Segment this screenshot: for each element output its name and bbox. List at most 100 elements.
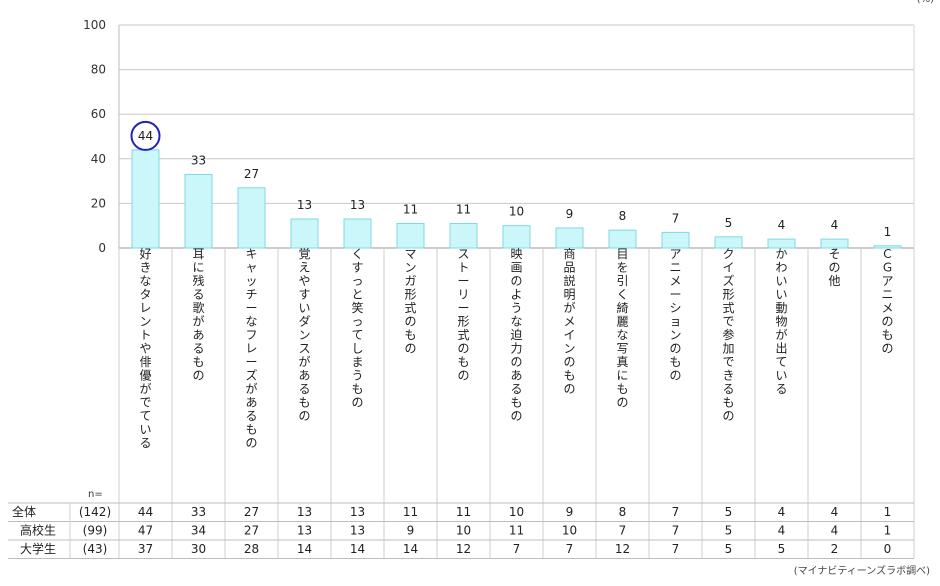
table-cell: 14 xyxy=(350,542,365,556)
bar xyxy=(767,238,796,249)
y-tick-label: 80 xyxy=(91,63,106,77)
table-cell: 4 xyxy=(778,505,786,519)
bar-value-label: 27 xyxy=(244,167,259,181)
table-cell: 7 xyxy=(619,524,627,538)
table-cell: 7 xyxy=(672,505,680,519)
bar-value-label: 5 xyxy=(725,216,733,230)
table-cell: 1 xyxy=(884,505,892,519)
bar-value-label: 10 xyxy=(509,205,524,219)
table-group-label: 大学生 xyxy=(20,541,56,556)
category-label: アニメーションのもの xyxy=(669,247,681,383)
category-label: 覚えやすいダンスがあるもの xyxy=(298,247,310,423)
bar xyxy=(661,231,690,249)
table-cell: 14 xyxy=(297,542,312,556)
bar xyxy=(343,218,372,249)
table-cell: 10 xyxy=(562,524,577,538)
table-group-label: 全体 xyxy=(12,504,36,519)
table-cell: 9 xyxy=(566,505,574,519)
category-label: 商品説明がメインのもの xyxy=(563,246,575,396)
category-label: クイズ形式で参加できるもの xyxy=(722,247,734,423)
category-label: マンガ形式のもの xyxy=(404,247,416,356)
bar-value-label: 4 xyxy=(778,218,786,232)
bar xyxy=(873,245,902,249)
table-cell: 12 xyxy=(615,542,630,556)
category-label: その他 xyxy=(828,247,840,288)
bar xyxy=(237,187,266,249)
category-label: 映画のような迫力のあるもの xyxy=(510,247,522,423)
bar-value-label: 11 xyxy=(403,202,418,216)
bar-value-label: 33 xyxy=(191,153,206,167)
table-cell: 30 xyxy=(191,542,206,556)
category-label: キャッチーなフレーズがあるもの xyxy=(245,247,257,450)
category-label: 耳に残る歌があるもの xyxy=(192,247,204,383)
table-cell: 9 xyxy=(407,524,415,538)
bar xyxy=(131,149,160,249)
table-cell: 4 xyxy=(831,505,839,519)
bar xyxy=(714,236,743,249)
table-cell: 11 xyxy=(509,524,524,538)
bar-value-label: 13 xyxy=(297,198,312,212)
category-label: くすっと笑ってしまうもの xyxy=(351,247,363,410)
y-tick-label: 100 xyxy=(83,18,106,32)
table-cell: 7 xyxy=(672,524,680,538)
table-cell: 12 xyxy=(456,542,471,556)
y-tick-label: 60 xyxy=(91,107,106,121)
table-cell: 5 xyxy=(725,524,733,538)
table-cell: 27 xyxy=(244,505,259,519)
category-label: ＣＧアニメのもの xyxy=(881,247,893,356)
category-label: かわいい動物が出ている xyxy=(775,247,787,396)
table-cell: 4 xyxy=(778,524,786,538)
bar xyxy=(184,173,213,249)
table-cell: 13 xyxy=(297,505,312,519)
table-n-value: (142) xyxy=(79,505,111,519)
table-cell: 10 xyxy=(456,524,471,538)
bar-value-label: 1 xyxy=(884,225,892,239)
bar-value-label: 9 xyxy=(566,207,574,221)
table-cell: 33 xyxy=(191,505,206,519)
table-cell: 5 xyxy=(778,542,786,556)
bar-value-label: 8 xyxy=(619,209,627,223)
table-cell: 7 xyxy=(672,542,680,556)
bar xyxy=(396,222,425,249)
bar xyxy=(820,238,849,249)
bar xyxy=(608,229,637,249)
table-cell: 11 xyxy=(403,505,418,519)
bar-value-label: 11 xyxy=(456,202,471,216)
table-cell: 5 xyxy=(725,505,733,519)
table-cell: 7 xyxy=(566,542,574,556)
table-cell: 28 xyxy=(244,542,259,556)
table-cell: 8 xyxy=(619,505,627,519)
category-label: 好きなタレントや俳優がでている xyxy=(139,247,151,450)
bar-value-label: 4 xyxy=(831,218,839,232)
bar xyxy=(555,227,584,249)
bar xyxy=(290,218,319,249)
table-cell: 4 xyxy=(831,524,839,538)
table-cell: 14 xyxy=(403,542,418,556)
table-cell: 13 xyxy=(297,524,312,538)
bar xyxy=(449,222,478,249)
table-cell: 0 xyxy=(884,542,892,556)
table-cell: 27 xyxy=(244,524,259,538)
table-cell: 13 xyxy=(350,505,365,519)
category-label: 目を引く綺麗な写真にもの xyxy=(616,247,628,410)
highlight-circle xyxy=(130,120,161,151)
table-cell: 5 xyxy=(725,542,733,556)
table-cell: 2 xyxy=(831,542,839,556)
table-cell: 7 xyxy=(513,542,521,556)
table-cell: 44 xyxy=(138,505,153,519)
y-tick-label: 20 xyxy=(91,196,106,210)
table-cell: 10 xyxy=(509,505,524,519)
table-cell: 37 xyxy=(138,542,153,556)
table-group-label: 高校生 xyxy=(20,523,56,538)
table-n-value: (99) xyxy=(83,524,108,538)
bar-value-label: 7 xyxy=(672,211,680,225)
table-cell: 34 xyxy=(191,524,206,538)
y-tick-label: 40 xyxy=(91,152,106,166)
source-note: (マイナビティーンズラボ調べ) xyxy=(793,566,930,577)
y-tick-label: 0 xyxy=(98,241,106,255)
table-cell: 11 xyxy=(456,505,471,519)
bar-value-label: 44 xyxy=(138,129,153,143)
bar-value-label: 13 xyxy=(350,198,365,212)
table-cell: 47 xyxy=(138,524,153,538)
